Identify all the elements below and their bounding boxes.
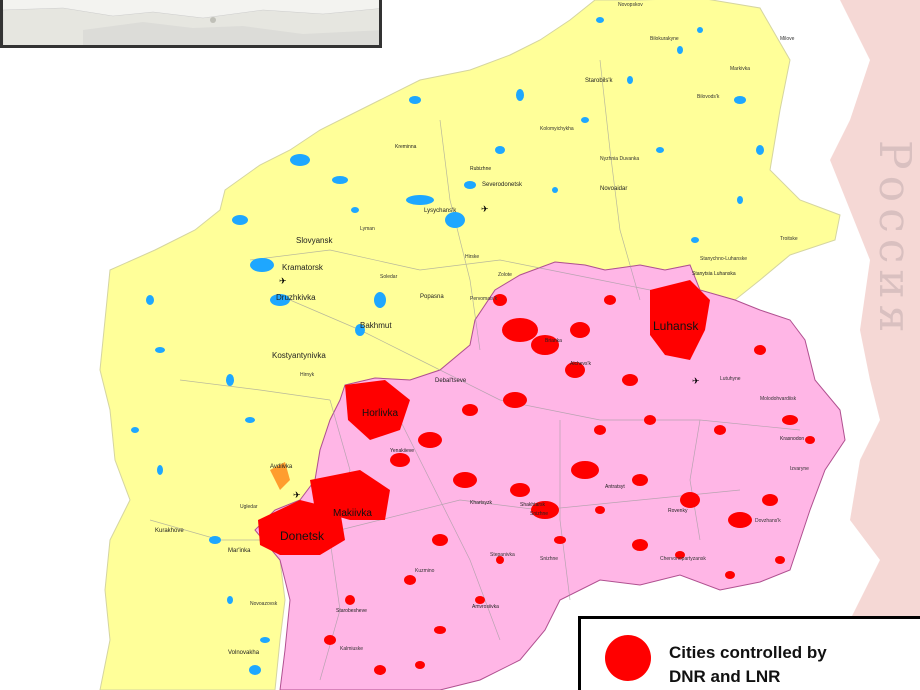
map-label-yenakiieve: Yenakiieve — [390, 448, 414, 454]
map-label-donetsk: Donetsk — [280, 529, 325, 543]
map-label-druzhkivka: Druzhkivka — [276, 293, 316, 302]
map-label-small: Izvaryne — [790, 466, 809, 472]
city-blob-horlivka — [345, 380, 410, 440]
map-legend: Cities controlled by DNR and LNR — [578, 616, 920, 690]
map-label-amvrosiivka: Amvrosiivka — [472, 604, 499, 610]
map-label-rubizhne: Rubizhne — [470, 166, 491, 172]
city-blob-luhansk — [650, 280, 710, 360]
map-label-alchevsk: Alchevs'k — [570, 361, 591, 367]
map-label-snizhne: Snizhne — [530, 511, 548, 517]
map-label-kreminna: Kreminna — [395, 144, 417, 150]
map-label-lysychansk: Lysychans'k — [424, 208, 457, 214]
map-label-small: Troitske — [780, 236, 798, 242]
map-label-novoaidar: Novoaidar — [600, 186, 627, 192]
map-label-small: Markivka — [730, 66, 750, 72]
dnr-lnr-cities — [258, 280, 815, 675]
map-label-slovyansk: Slovyansk — [296, 236, 333, 245]
city-blob-makiivka — [310, 470, 390, 520]
map-label-small: Novoazovsk — [250, 601, 278, 607]
separatist-controlled-area — [254, 261, 846, 690]
map-label-small: Nyzhnia Duvanka — [600, 156, 639, 162]
map-label-small: Hirnyk — [300, 372, 315, 378]
map-label-stanytsia-luhanska: Stanytsia Luhanska — [692, 271, 736, 277]
small-labels: Novopskov Bilovods'k Markivka Milove Bil… — [240, 2, 809, 652]
map-label-small: Novopskov — [618, 2, 643, 8]
map-label-small: Ugledar — [240, 504, 258, 510]
legend-red-dot — [605, 635, 651, 681]
map-label-small: Kuzmino — [415, 568, 435, 574]
map-label-small: Bilovods'k — [697, 94, 720, 100]
map-label-sorokyne: Krasnodon — [780, 436, 804, 442]
airport-icon: ✈ — [293, 490, 301, 500]
ukraine-side-labels: Slovyansk Kramatorsk Druzhkivka Kostyant… — [155, 78, 736, 656]
map-label-popasna: Popasna — [420, 294, 444, 300]
separatist-side-labels: Debal'tseve Yenakiieve Khartsyzk Shakhta… — [336, 338, 804, 614]
map-label-kurakhove: Kurakhove — [155, 528, 184, 534]
map-label-shakhtarsk: Shakhtarsk — [520, 502, 546, 508]
map-label-antratsyt: Antratsyt — [605, 484, 625, 490]
map-label-small: Snizhne — [540, 556, 558, 562]
map-label-small: Zolote — [498, 272, 512, 278]
inset-locator-map — [0, 0, 382, 48]
inset-sea — [83, 22, 379, 45]
map-label-brianka: Brianka — [545, 338, 562, 344]
map-label-small: Kalmiuske — [340, 646, 363, 652]
major-city-labels: Luhansk Donetsk Horlivka Makiivka — [280, 319, 699, 543]
legend-label: Cities controlled by DNR and LNR — [669, 643, 827, 686]
map-label-starobilsk: Starobils'k — [585, 78, 613, 84]
map-label-horlivka: Horlivka — [362, 408, 399, 419]
map-label-makiivka: Makiivka — [333, 508, 372, 519]
map-label-severodonetsk: Severodonetsk — [482, 182, 523, 188]
map-label-small: Lutuhyne — [720, 376, 741, 382]
avdiivka-zone — [270, 462, 290, 490]
airport-icon: ✈ — [279, 276, 287, 286]
map-label-khartsyzk: Khartsyzk — [470, 500, 492, 506]
map-label-starobesheve: Starobesheve — [336, 608, 367, 614]
map-label-kramatorsk: Kramatorsk — [282, 263, 324, 272]
map-label-small: Molodohvardiisk — [760, 396, 797, 402]
map-label-small: Hirske — [465, 254, 479, 260]
city-blob-donetsk — [258, 500, 345, 555]
map-label-debaltseve: Debal'tseve — [435, 378, 467, 384]
map-label-small: Lyman — [360, 226, 375, 232]
map-label-luhansk: Luhansk — [653, 319, 699, 333]
airport-icon: ✈ — [481, 204, 489, 214]
map-label-small: Milove — [780, 36, 795, 42]
water-bodies — [131, 17, 764, 675]
map-label-small: Bilokurakyne — [650, 36, 679, 42]
map-label-avdiivka: Avdiivka — [270, 464, 293, 470]
map-label-small: Pervomais'k — [470, 296, 498, 302]
map-label-rovenky: Rovenky — [668, 508, 688, 514]
inset-map-graphic — [3, 0, 379, 45]
airport-icon: ✈ — [692, 376, 700, 386]
map-label-kostyantynivka: Kostyantynivka — [272, 351, 326, 360]
map-label-bakhmut: Bakhmut — [360, 321, 392, 330]
russia-region — [830, 0, 920, 690]
map-label-small: Kolomyichykha — [540, 126, 574, 132]
map-label-small: Stanychno-Luhanske — [700, 256, 747, 262]
inset-location-marker — [210, 17, 216, 23]
map-label-small: Soledar — [380, 274, 398, 280]
map-label-small: Stepanivka — [490, 552, 515, 558]
map-label-small: Dovzhans'k — [755, 518, 781, 524]
map-label-volnovakha: Volnovakha — [228, 650, 260, 656]
russia-label: Россия — [869, 140, 920, 338]
map-label-small: Chervonopartyzansk — [660, 556, 706, 562]
map-label-marinka: Mar'inka — [228, 548, 251, 554]
airport-icons: ✈ ✈ ✈ ✈ — [279, 204, 700, 500]
